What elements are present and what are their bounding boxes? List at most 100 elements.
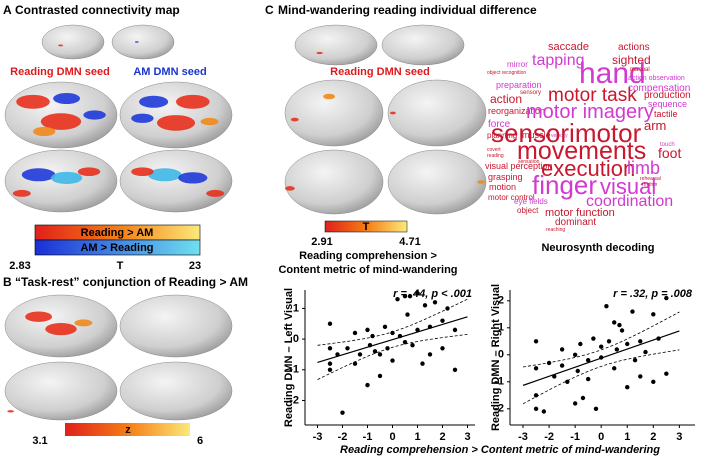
activation-blob — [7, 410, 14, 413]
cloud-word: compensation — [628, 83, 690, 94]
cloud-word: limb — [627, 158, 660, 178]
colorbar-min: 3.1 — [32, 435, 47, 447]
data-point — [580, 395, 586, 401]
cloud-word: hand — [579, 57, 646, 90]
brain — [111, 24, 175, 60]
activation-blob — [477, 180, 486, 184]
cloud-word: preparation — [496, 80, 542, 90]
activation-blob — [58, 44, 64, 47]
cloud-word: sighted — [612, 53, 651, 67]
data-point — [445, 306, 450, 311]
regression-line — [317, 316, 468, 363]
brain-images — [4, 24, 487, 421]
panel-title: Mind-wandering reading individual differ… — [278, 3, 537, 17]
contrast-label: Reading comprehension > — [299, 250, 437, 262]
cloud-word: foot — [658, 145, 681, 161]
y-tick-label: -1 — [494, 376, 504, 388]
data-point — [377, 373, 383, 379]
data-point — [572, 352, 578, 357]
cloud-word: sensorimotor — [491, 118, 642, 148]
cloud-word: visual perception — [485, 161, 553, 171]
data-point — [365, 382, 370, 388]
cloud-word: mirror — [507, 60, 528, 69]
data-point — [604, 304, 609, 309]
x-tick-label: 3 — [676, 431, 682, 443]
activation-blob — [156, 115, 196, 131]
data-point — [407, 293, 413, 299]
data-point — [345, 346, 350, 351]
data-point — [422, 303, 428, 308]
data-point — [365, 327, 370, 333]
activation-blob — [323, 93, 335, 100]
cloud-word: motor task — [548, 85, 637, 106]
confidence-band — [317, 334, 468, 380]
data-point — [630, 309, 635, 314]
cloud-word: rehearsal — [640, 176, 661, 182]
brain — [387, 79, 487, 147]
brain — [381, 24, 465, 66]
data-point — [327, 367, 333, 372]
data-point — [390, 358, 395, 363]
cloud-word: object — [517, 206, 539, 215]
activation-blob — [290, 117, 299, 122]
colorbar — [34, 239, 201, 256]
x-tick-label: 0 — [598, 431, 604, 443]
data-point — [452, 367, 458, 372]
x-tick-label: -3 — [518, 431, 528, 443]
activation-blob — [176, 94, 210, 109]
data-point — [598, 344, 604, 349]
x-tick-label: -3 — [313, 431, 323, 443]
brain — [41, 24, 105, 60]
cloud-word: eye fields — [514, 197, 548, 206]
x-tick-label: 2 — [650, 431, 656, 443]
cloud-word: motor function — [545, 207, 615, 219]
data-point — [664, 371, 669, 376]
colorbar-stat: T — [363, 221, 370, 233]
x-tick-label: -1 — [363, 431, 373, 443]
data-point — [612, 320, 617, 325]
brain — [284, 149, 384, 215]
cloud-word: motor imagery — [526, 101, 654, 123]
activation-blob — [134, 41, 139, 43]
cloud-word: action — [490, 92, 522, 106]
panel-title: Contrasted connectivity map — [15, 3, 180, 17]
cloud-word: execution — [541, 156, 635, 181]
cloud-word: grasping — [488, 172, 523, 182]
data-point — [606, 339, 612, 344]
cloud-word: dominant — [555, 217, 596, 228]
data-point — [632, 358, 638, 363]
panel-title: “Task-rest” conjunction of Reading > AM — [15, 275, 248, 289]
brain — [4, 361, 118, 421]
activation-blob — [25, 311, 53, 322]
data-point — [367, 343, 373, 348]
data-point — [656, 336, 661, 341]
cloud-word: reading — [487, 153, 504, 159]
data-point — [397, 333, 403, 339]
activation-blob — [83, 110, 106, 120]
data-point — [402, 339, 408, 345]
cloud-word: object recognition — [487, 70, 526, 76]
cloud-word: sensation — [518, 159, 540, 165]
y-tick-label: 2 — [498, 295, 504, 307]
y-tick-label: -1 — [289, 364, 299, 376]
data-point — [327, 346, 333, 351]
activation-blob — [45, 323, 77, 336]
data-point — [440, 318, 445, 323]
cloud-word: visual — [600, 174, 656, 199]
data-point — [432, 300, 438, 305]
x-tick-label: 1 — [414, 431, 420, 443]
colorbar-max: 6 — [197, 435, 203, 447]
data-point — [452, 327, 458, 333]
y-tick-label: 0 — [293, 333, 299, 345]
data-point — [575, 368, 580, 374]
cloud-word: production — [644, 90, 691, 101]
confidence-band — [317, 298, 468, 346]
data-point — [427, 324, 433, 330]
data-point — [541, 409, 547, 414]
data-point — [593, 406, 599, 411]
data-point — [591, 336, 596, 341]
data-point — [585, 376, 591, 382]
panel-label: C — [265, 3, 274, 17]
data-point — [572, 401, 578, 406]
